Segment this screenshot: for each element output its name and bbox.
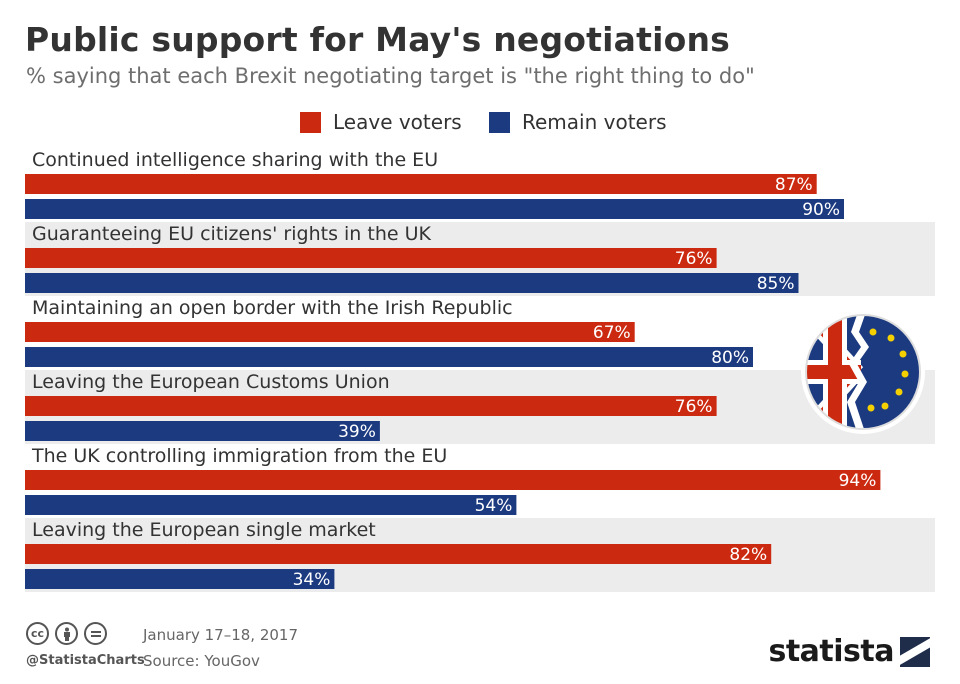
legend-item-leave: Leave voters — [300, 108, 462, 136]
category-label: Leaving the European Customs Union — [32, 371, 390, 393]
bar-remain — [25, 347, 753, 367]
category-label: The UK controlling immigration from the … — [31, 445, 447, 467]
chart-subtitle: % saying that each Brexit negotiating ta… — [26, 64, 755, 88]
value-label-remain: 39% — [338, 422, 376, 442]
statista-handle: @StatistaCharts — [26, 653, 145, 668]
license-icons: cc — [26, 622, 107, 645]
bar-remain — [25, 273, 799, 293]
legend-label-leave: Leave voters — [333, 110, 462, 134]
value-label-leave: 82% — [729, 545, 767, 565]
bar-leave — [25, 248, 717, 268]
legend-item-remain: Remain voters — [489, 108, 667, 136]
source-note: Source: YouGov — [143, 652, 260, 670]
by-icon — [55, 622, 78, 645]
legend: Leave voters Remain voters — [0, 108, 960, 136]
value-label-remain: 90% — [802, 200, 840, 220]
bar-leave — [25, 396, 717, 416]
brexit-flag-icon — [801, 310, 925, 434]
nd-icon — [84, 622, 107, 645]
value-label-leave: 87% — [775, 175, 813, 195]
value-label-remain: 54% — [475, 496, 513, 516]
value-label-leave: 76% — [675, 249, 713, 269]
statista-logo[interactable]: statista — [768, 634, 930, 669]
bar-leave — [25, 322, 635, 342]
value-label-remain: 34% — [293, 570, 331, 590]
bar-remain — [25, 569, 335, 589]
bar-leave — [25, 544, 772, 564]
bar-leave — [25, 174, 817, 194]
value-label-leave: 76% — [675, 397, 713, 417]
legend-swatch-leave — [300, 111, 321, 133]
statista-wordmark: statista — [768, 634, 894, 669]
legend-swatch-remain — [489, 111, 510, 133]
cc-icon: cc — [26, 622, 49, 645]
bar-remain — [25, 199, 844, 219]
category-label: Maintaining an open border with the Iris… — [32, 297, 513, 319]
value-label-remain: 80% — [711, 348, 749, 368]
category-label: Continued intelligence sharing with the … — [32, 149, 438, 171]
legend-label-remain: Remain voters — [522, 110, 667, 134]
bar-leave — [25, 470, 881, 490]
category-label: Guaranteeing EU citizens' rights in the … — [32, 223, 431, 245]
value-label-leave: 67% — [593, 323, 631, 343]
category-label: Leaving the European single market — [32, 519, 376, 541]
value-label-leave: 94% — [839, 471, 877, 491]
survey-date: January 17–18, 2017 — [143, 626, 299, 644]
value-label-remain: 85% — [757, 274, 795, 294]
bar-remain — [25, 495, 517, 515]
bar-remain — [25, 421, 380, 441]
statista-mark-icon — [900, 636, 930, 667]
chart-title: Public support for May's negotiations — [25, 20, 731, 59]
